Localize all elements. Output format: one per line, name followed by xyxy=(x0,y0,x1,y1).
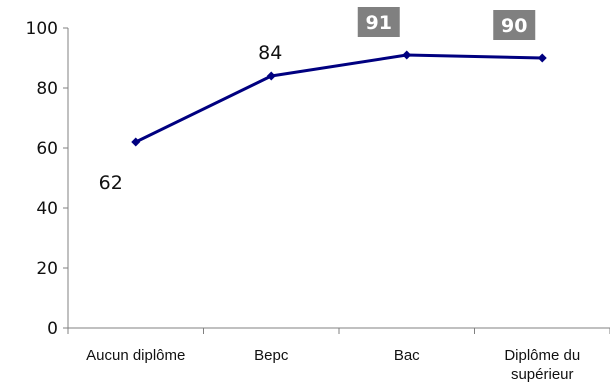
series-line-group xyxy=(131,51,547,147)
y-tick-label: 60 xyxy=(36,139,58,159)
data-labels: 62 84 91 90 xyxy=(99,7,536,194)
x-category-label: Diplôme du xyxy=(504,347,580,364)
data-point-marker xyxy=(402,51,411,60)
y-axis-ticks: 0 20 40 60 80 100 xyxy=(26,19,68,339)
y-tick-label: 20 xyxy=(36,259,58,279)
x-category-label: Aucun diplôme xyxy=(86,347,185,364)
x-category-label: Bepc xyxy=(254,347,289,364)
chart-axes xyxy=(68,28,610,328)
x-category-label: supérieur xyxy=(511,366,574,383)
y-tick-label: 0 xyxy=(47,319,58,339)
y-tick-label: 40 xyxy=(36,199,58,219)
data-label: 62 xyxy=(99,172,123,194)
x-category-label: Bac xyxy=(394,347,420,364)
y-tick-label: 100 xyxy=(26,19,58,39)
y-tick-label: 80 xyxy=(36,79,58,99)
data-label: 91 xyxy=(366,12,392,34)
data-label: 84 xyxy=(258,42,282,64)
x-axis-categories: Aucun diplôme Bepc Bac Diplôme du supérieur xyxy=(68,328,610,383)
series-line xyxy=(136,55,543,142)
data-label: 90 xyxy=(501,15,527,37)
data-point-marker xyxy=(538,54,547,63)
